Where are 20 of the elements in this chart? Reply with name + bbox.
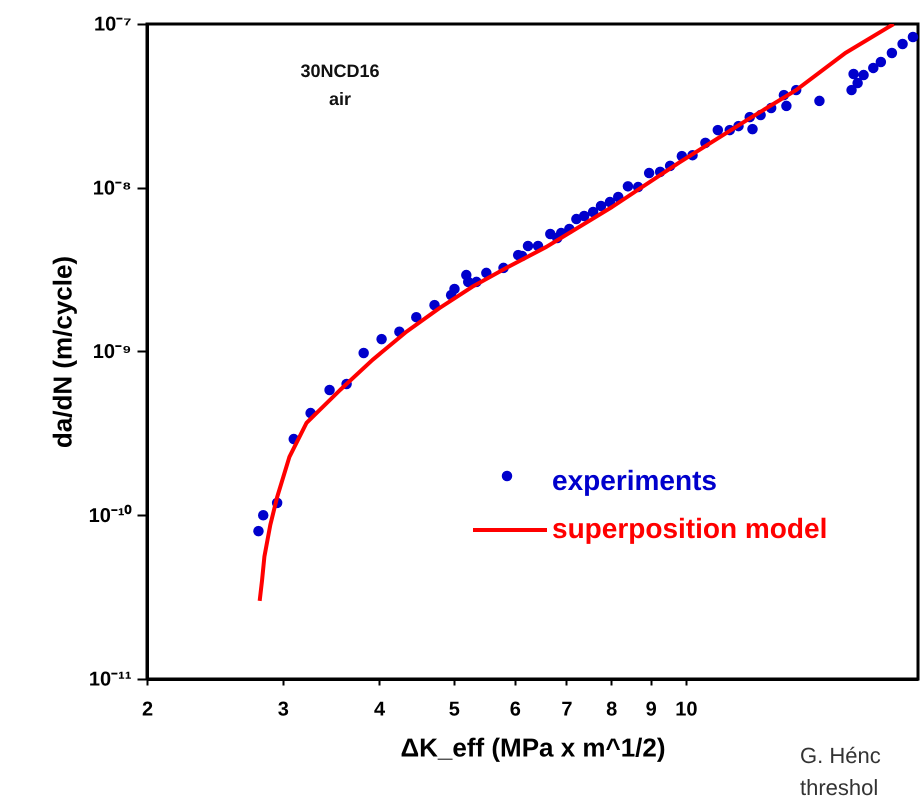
x-tick-label: 7 xyxy=(561,698,573,720)
x-tick-label: 10 xyxy=(675,698,698,720)
x-tick-label: 3 xyxy=(278,698,289,720)
text: G. Hénc threshol xyxy=(800,743,881,800)
x-tick-label: 9 xyxy=(646,698,657,720)
x-axis-title: ΔK_eff (MPa x m^1/2) xyxy=(400,732,666,762)
legend-label: experiments xyxy=(552,465,717,496)
legend-label: superposition model xyxy=(552,513,828,544)
y-tick-label: 10⁻⁷ xyxy=(94,14,132,36)
y-tick-label: 10⁻⁹ xyxy=(92,341,132,363)
x-tick-label: 2 xyxy=(142,698,154,720)
x-tick-label: 4 xyxy=(374,698,386,720)
annotation: 30NCD16 air xyxy=(300,61,380,109)
x-tick-label: 8 xyxy=(606,698,618,720)
y-tick-label: 10⁻¹¹ xyxy=(88,668,132,690)
x-tick-label: 5 xyxy=(448,698,460,720)
y-tick-label: 10⁻¹⁰ xyxy=(88,504,132,527)
x-tick-label: 6 xyxy=(510,698,521,720)
y-tick-label: 10⁻⁸ xyxy=(92,177,132,200)
y-axis-title: da/dN (m/cycle) xyxy=(48,256,78,448)
